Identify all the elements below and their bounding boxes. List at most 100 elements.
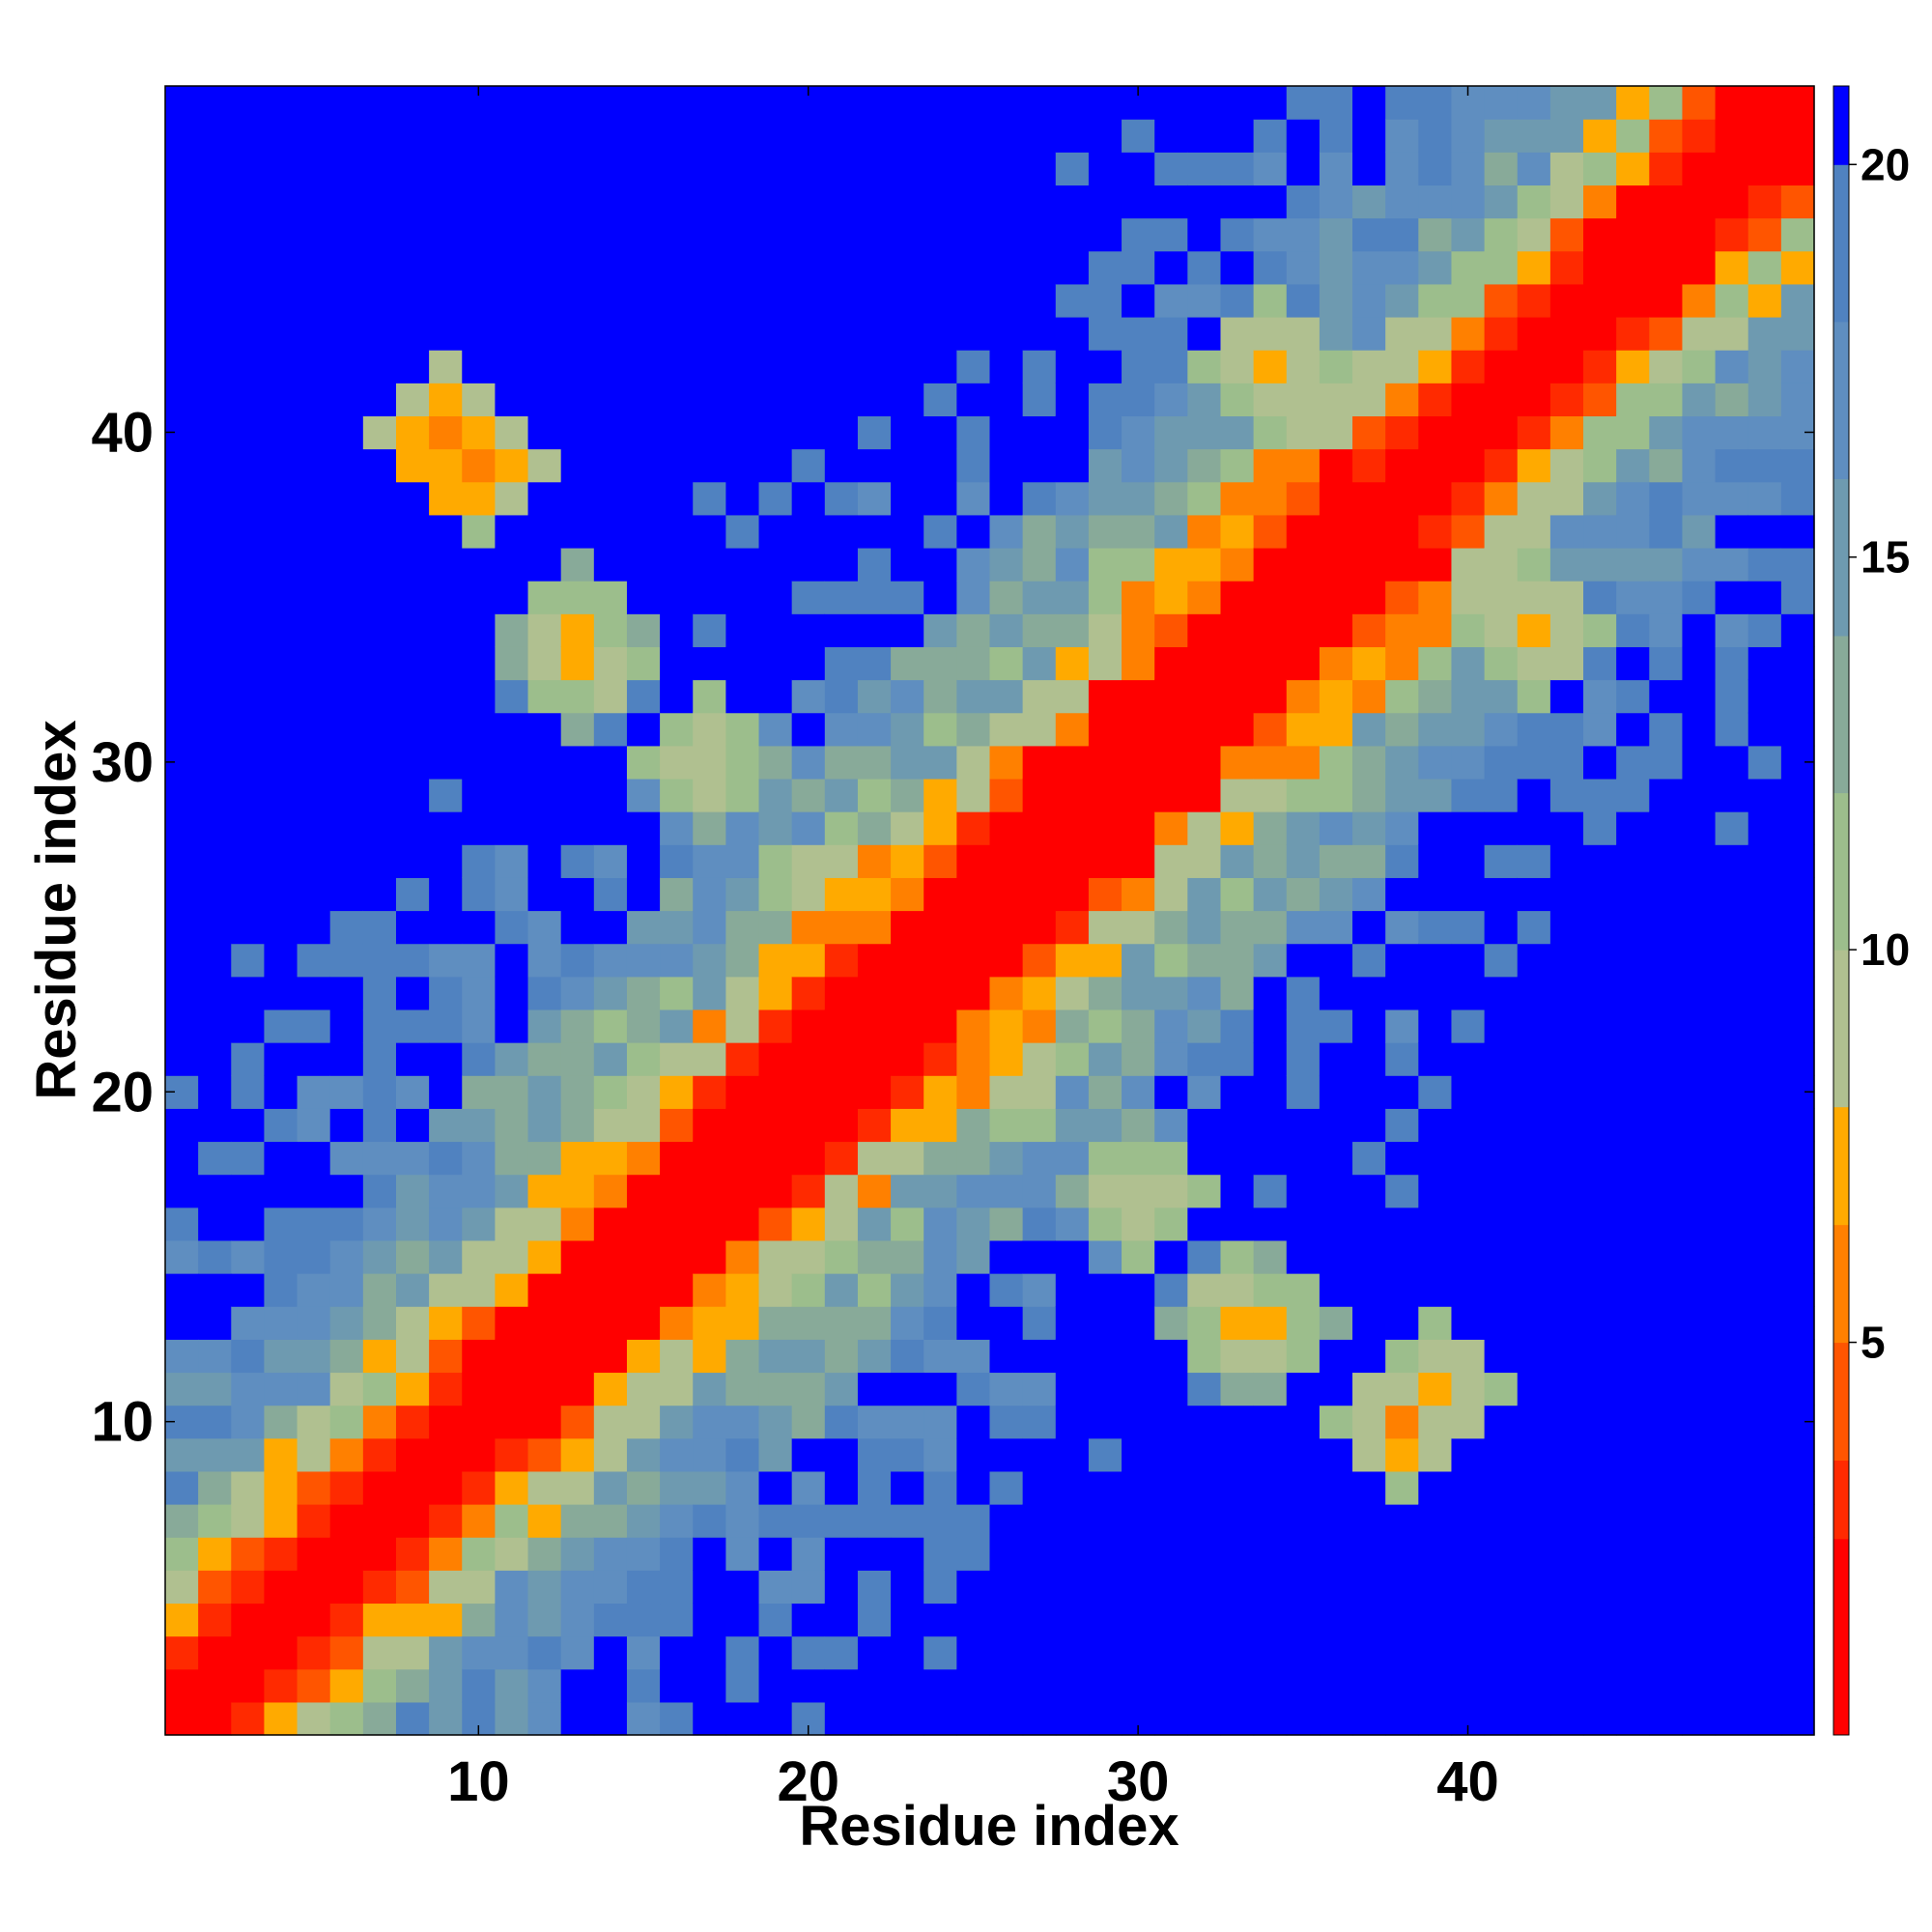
heatmap-cell bbox=[1649, 1470, 1684, 1505]
heatmap-cell bbox=[1451, 844, 1486, 878]
heatmap-cell bbox=[824, 1207, 859, 1241]
heatmap-cell bbox=[1451, 613, 1486, 647]
heatmap-cell bbox=[462, 1239, 496, 1274]
heatmap-cell bbox=[758, 217, 793, 252]
heatmap-cell bbox=[1022, 1504, 1057, 1538]
heatmap-cell bbox=[1055, 679, 1090, 714]
heatmap-cell bbox=[1022, 1273, 1057, 1307]
heatmap-cell bbox=[989, 976, 1024, 1010]
heatmap-cell bbox=[660, 415, 694, 450]
heatmap-cell bbox=[198, 1239, 232, 1274]
heatmap-cell bbox=[1154, 976, 1188, 1010]
heatmap-cell bbox=[395, 119, 430, 153]
heatmap-cell bbox=[231, 877, 266, 912]
heatmap-cell bbox=[989, 383, 1024, 416]
heatmap-cell bbox=[626, 481, 661, 516]
heatmap-cell bbox=[824, 316, 859, 351]
heatmap-cell bbox=[1747, 712, 1782, 747]
heatmap-cell bbox=[660, 119, 694, 153]
heatmap-cell bbox=[791, 778, 826, 812]
heatmap-cell bbox=[1022, 581, 1057, 614]
heatmap-cell bbox=[1187, 1042, 1222, 1076]
heatmap-cell bbox=[1583, 185, 1617, 219]
heatmap-cell bbox=[1220, 1108, 1255, 1143]
heatmap-cell bbox=[1747, 1306, 1782, 1340]
heatmap-cell bbox=[758, 514, 793, 549]
heatmap-cell bbox=[1220, 1668, 1255, 1703]
heatmap-cell bbox=[1253, 811, 1288, 845]
heatmap-cell bbox=[329, 679, 364, 714]
heatmap-cell bbox=[1780, 1174, 1815, 1208]
heatmap-cell bbox=[693, 1108, 726, 1143]
heatmap-cell bbox=[891, 877, 924, 912]
heatmap-cell bbox=[264, 448, 298, 483]
heatmap-cell bbox=[1649, 1273, 1684, 1307]
heatmap-cell bbox=[791, 152, 826, 186]
heatmap-cell bbox=[362, 1306, 397, 1340]
heatmap-cell bbox=[264, 1174, 298, 1208]
heatmap-cell bbox=[1451, 778, 1486, 812]
heatmap-cell bbox=[1780, 448, 1815, 483]
heatmap-cell bbox=[857, 1207, 892, 1241]
heatmap-cell bbox=[1583, 1372, 1617, 1406]
heatmap-cell bbox=[527, 152, 562, 186]
heatmap-cell bbox=[660, 1141, 694, 1176]
heatmap-cell bbox=[1780, 613, 1815, 647]
heatmap-cell bbox=[791, 844, 826, 878]
heatmap-cell bbox=[560, 844, 595, 878]
heatmap-cell bbox=[824, 613, 859, 647]
heatmap-cell bbox=[1616, 1701, 1650, 1736]
heatmap-cell bbox=[1780, 943, 1815, 978]
heatmap-cell bbox=[660, 1437, 694, 1472]
heatmap-cell bbox=[1055, 1306, 1090, 1340]
heatmap-cell bbox=[1253, 910, 1288, 945]
heatmap-cell bbox=[891, 415, 924, 450]
heatmap-cell bbox=[891, 119, 924, 153]
heatmap-cell bbox=[956, 976, 991, 1010]
heatmap-cell bbox=[362, 185, 397, 219]
heatmap-cell bbox=[1418, 1405, 1453, 1439]
heatmap-cell bbox=[462, 1537, 496, 1571]
heatmap-cell bbox=[264, 86, 298, 120]
heatmap-cell bbox=[297, 1174, 331, 1208]
heatmap-cell bbox=[1286, 1437, 1321, 1472]
heatmap-cell bbox=[1319, 1470, 1353, 1505]
heatmap-cell bbox=[1286, 1603, 1321, 1637]
heatmap-cell bbox=[1022, 1635, 1057, 1670]
heatmap-cell bbox=[264, 415, 298, 450]
heatmap-cell bbox=[429, 152, 463, 186]
heatmap-cell bbox=[1616, 844, 1650, 878]
heatmap-cell bbox=[1220, 1174, 1255, 1208]
heatmap-cell bbox=[1088, 1207, 1122, 1241]
heatmap-cell bbox=[395, 1141, 430, 1176]
heatmap-cell bbox=[395, 217, 430, 252]
heatmap-cell bbox=[329, 976, 364, 1010]
heatmap-cell bbox=[462, 1075, 496, 1109]
heatmap-cell bbox=[527, 1603, 562, 1637]
heatmap-cell bbox=[1780, 1504, 1815, 1538]
heatmap-cell bbox=[1220, 1239, 1255, 1274]
heatmap-cell bbox=[264, 1239, 298, 1274]
heatmap-cell bbox=[1549, 547, 1584, 582]
heatmap-cell bbox=[758, 1174, 793, 1208]
heatmap-cell bbox=[495, 547, 529, 582]
heatmap-cell bbox=[1319, 316, 1353, 351]
heatmap-cell bbox=[989, 1075, 1024, 1109]
heatmap-cell bbox=[791, 415, 826, 450]
heatmap-cell bbox=[429, 1470, 463, 1505]
heatmap-cell bbox=[1385, 86, 1419, 120]
heatmap-cell bbox=[1549, 1075, 1584, 1109]
heatmap-cell bbox=[1055, 1075, 1090, 1109]
heatmap-cell bbox=[264, 581, 298, 614]
heatmap-cell bbox=[1715, 152, 1749, 186]
heatmap-cell bbox=[1484, 1635, 1519, 1670]
heatmap-cell bbox=[857, 1075, 892, 1109]
heatmap-cell bbox=[989, 679, 1024, 714]
heatmap-cell bbox=[1055, 844, 1090, 878]
heatmap-cell bbox=[231, 350, 266, 384]
heatmap-cell bbox=[527, 1372, 562, 1406]
heatmap-cell bbox=[1187, 1108, 1222, 1143]
heatmap-cell bbox=[791, 910, 826, 945]
heatmap-cell bbox=[1583, 1437, 1617, 1472]
heatmap-cell bbox=[791, 679, 826, 714]
